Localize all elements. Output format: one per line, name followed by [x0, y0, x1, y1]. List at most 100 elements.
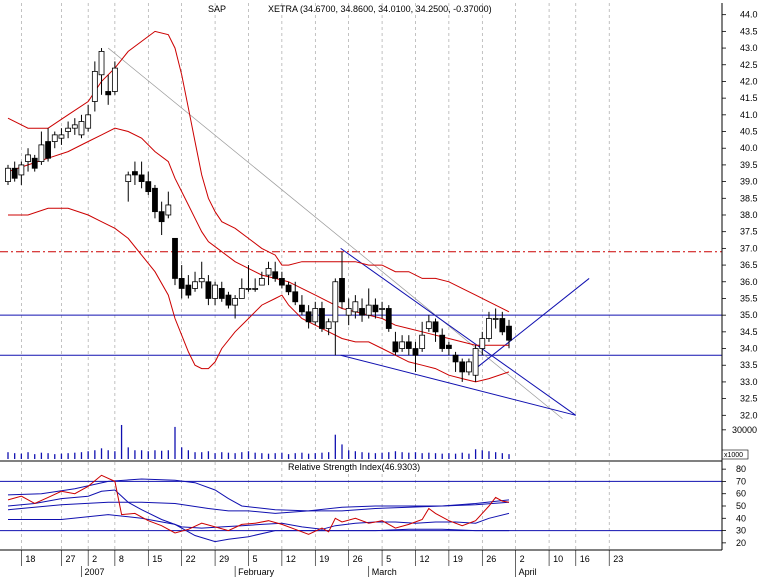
candle — [205, 275, 212, 306]
candle — [499, 311, 506, 336]
rsi-band-lower — [8, 514, 509, 543]
candle — [305, 305, 312, 329]
candle — [31, 154, 38, 172]
volume-unit-label: x1000 — [724, 452, 743, 459]
candle-body — [258, 278, 265, 286]
candle-body — [392, 341, 399, 353]
candle — [379, 301, 385, 319]
candle — [138, 161, 145, 189]
candle-body — [205, 281, 212, 299]
x-tick-label: 2 — [520, 554, 525, 564]
candle-body — [332, 281, 339, 323]
candle-body — [111, 67, 118, 92]
candle — [365, 288, 372, 319]
quote-label: XETRA (34.6700, 34.8600, 34.0100, 34.250… — [268, 4, 492, 14]
candle-body — [499, 318, 506, 333]
x-tick-label: 19 — [453, 554, 463, 564]
rsi-band-max — [7, 478, 510, 512]
x-tick-label: 12 — [286, 554, 296, 564]
bollinger-middle-band — [7, 127, 509, 346]
symbol-label: SAP — [208, 4, 226, 14]
volume-panel — [7, 424, 510, 459]
candle-body — [325, 321, 332, 329]
candle-body — [319, 308, 325, 329]
candle — [165, 191, 172, 219]
price-tick-label: 38.5 — [740, 193, 758, 203]
price-tick-label: 35.5 — [740, 293, 758, 303]
candle-body — [472, 348, 479, 376]
candle-body — [45, 141, 51, 159]
candle-body — [265, 268, 272, 276]
candle — [71, 118, 78, 135]
candle — [392, 331, 399, 356]
x-tick-label: 2 — [92, 554, 97, 564]
rsi-band-upper — [7, 501, 510, 514]
candle — [225, 291, 232, 309]
price-tick-label: 36.5 — [740, 260, 758, 270]
candle — [278, 271, 285, 289]
price-tick-label: 44.0 — [740, 10, 758, 20]
candle-body — [445, 344, 452, 349]
rsi-tick-label: 30 — [736, 526, 746, 536]
candle-body — [245, 288, 252, 290]
candle-body — [486, 318, 492, 339]
x-tick-label: 22 — [186, 554, 196, 564]
price-tick-label: 39.0 — [740, 177, 758, 187]
candle — [172, 237, 178, 286]
candle — [145, 171, 152, 195]
candle — [98, 48, 105, 95]
x-tick-label: 27 — [65, 554, 75, 564]
month-label: 2007 — [84, 567, 104, 577]
candle-body — [425, 321, 432, 329]
candle — [405, 335, 412, 356]
candle-body — [379, 308, 385, 310]
candle-body — [225, 294, 232, 306]
candle-body — [165, 204, 172, 216]
x-tick-label: 26 — [486, 554, 496, 564]
rsi-tick-label: 40 — [736, 513, 746, 523]
rsi-moving-average — [7, 489, 510, 530]
candle — [25, 148, 31, 172]
candle-body — [305, 311, 312, 323]
price-tick-label: 42.5 — [740, 60, 758, 70]
candle-body — [125, 174, 132, 183]
candle — [359, 298, 365, 322]
candle — [51, 131, 58, 149]
candle-body — [105, 91, 112, 96]
candle — [85, 104, 92, 132]
price-tick-label: 33.0 — [740, 377, 758, 387]
rsi-panel — [0, 462, 722, 543]
candle — [158, 201, 165, 236]
candle-body — [385, 308, 392, 329]
rsi-tick-label: 20 — [736, 538, 746, 548]
candle-body — [132, 171, 138, 176]
rsi-tick-label: 60 — [736, 489, 746, 499]
x-tick-label: 19 — [319, 554, 329, 564]
candle-body — [238, 288, 245, 299]
candle — [506, 319, 512, 349]
price-tick-label: 34.0 — [740, 344, 758, 354]
price-tick-label: 37.0 — [740, 243, 758, 253]
rsi-title: Relative Strength Index(46.9303) — [288, 462, 420, 472]
x-tick-label: 26 — [353, 554, 363, 564]
candle — [319, 301, 325, 332]
candle-body — [25, 154, 31, 162]
candle — [472, 345, 479, 382]
price-tick-label: 32.0 — [740, 410, 758, 420]
rsi-tick-label: 50 — [736, 501, 746, 511]
rsi-title-bg — [284, 462, 436, 473]
candle-body — [272, 271, 279, 279]
price-tick-label: 34.5 — [740, 327, 758, 337]
candle-body — [452, 354, 459, 363]
candle — [452, 351, 459, 372]
price-tick-label: 39.5 — [740, 160, 758, 170]
candle-body — [492, 318, 499, 320]
candle-body — [218, 288, 225, 299]
candle — [486, 311, 492, 342]
candle — [125, 171, 132, 202]
candle — [325, 318, 332, 336]
candle-body — [299, 304, 305, 313]
candle — [352, 295, 359, 319]
candle-body — [98, 51, 105, 76]
